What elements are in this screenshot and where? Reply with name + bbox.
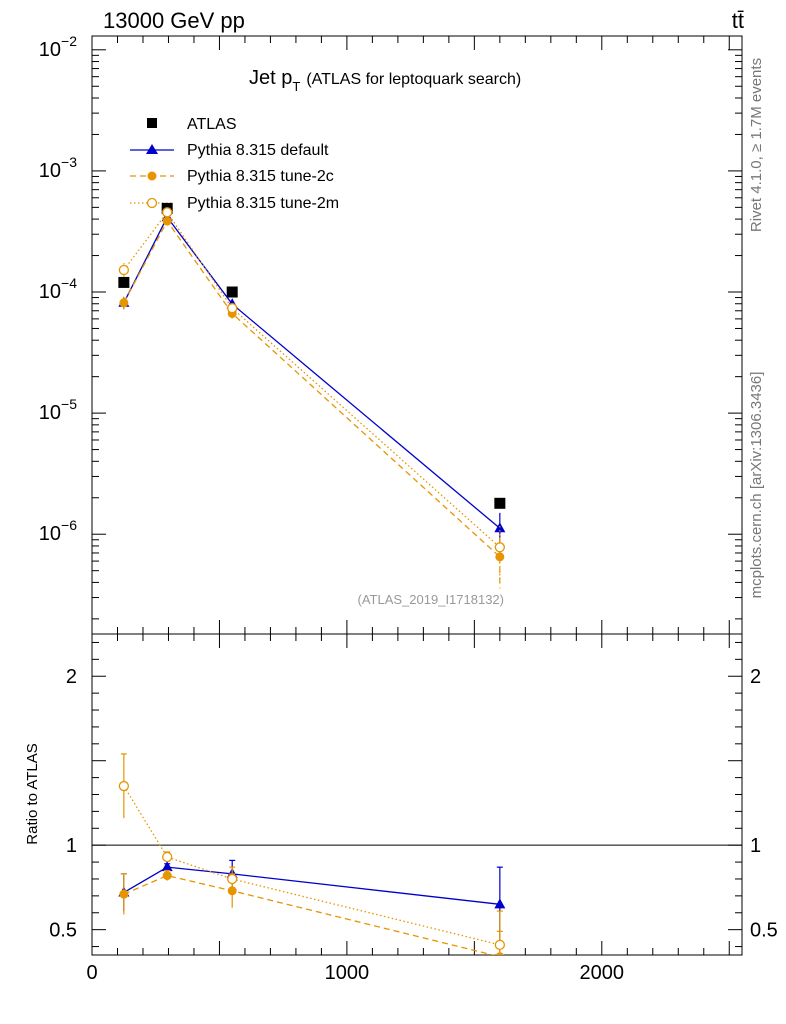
legend-marker-atlas: [147, 118, 157, 128]
main-point-pythia-8-315-tune-2c: [119, 298, 129, 308]
x-tick-label: 2000: [580, 962, 625, 984]
ratio-ytick-label-left: 0.5: [49, 920, 77, 942]
main-ytick-base: 10: [39, 281, 61, 303]
main-ytick-label: 10−5: [39, 396, 77, 424]
header-left: 13000 GeV pp: [103, 8, 245, 33]
legend-label-atlas: ATLAS: [187, 116, 237, 133]
main-line-pythia-8-315-tune-2c: [123, 219, 501, 558]
main-ytick-exp: −5: [61, 396, 77, 412]
ratio-panel-frame: [91, 633, 743, 956]
main-ytick-label: 10−4: [39, 275, 77, 303]
chart-title-main: Jet p: [249, 67, 292, 89]
ratio-line-pythia-8-315-tune-2c: [123, 874, 496, 955]
ratio-point-pythia-8-315-default: [161, 861, 173, 872]
main-series-layer: [118, 202, 506, 589]
main-ytick-exp: −6: [61, 517, 77, 533]
ratio-ytick-label-right: 2: [750, 666, 761, 688]
chart-title-sub: T: [292, 79, 300, 94]
legend-marker-tune2m: [146, 197, 158, 209]
main-ytick-base: 10: [39, 160, 61, 182]
main-ytick-base: 10: [39, 402, 61, 424]
x-tick-label: 0: [86, 962, 97, 984]
main-point-atlas: [118, 276, 130, 288]
main-ytick-base: 10: [39, 39, 61, 61]
main-point-atlas: [494, 497, 506, 509]
main-point-pythia-8-315-tune-2m: [227, 303, 238, 314]
main-ytick-exp: −2: [61, 33, 77, 49]
ratio-ytick-label-right: 0.5: [750, 920, 778, 942]
main-axis-ticks: 10−210−310−410−510−6: [39, 33, 742, 620]
ratio-point-pythia-8-315-tune-2m: [494, 939, 505, 951]
x-axis-ticks: 0 1000 2000: [86, 36, 730, 984]
ratio-point-pythia-8-315-default: [494, 898, 506, 909]
ratio-ytick-label-left: 2: [66, 666, 77, 688]
legend-label-tune2m: Pythia 8.315 tune-2m: [187, 195, 339, 212]
ratio-ylabel: Ratio to ATLAS: [24, 743, 41, 844]
ratio-ytick-label-left: 1: [66, 835, 77, 857]
side-label-bottom: mcplots.cern.ch [arXiv:1306.3436]: [748, 372, 765, 599]
side-label-top: Rivet 4.1.0, ≥ 1.7M events: [748, 58, 765, 232]
main-point-pythia-8-315-tune-2m: [118, 264, 130, 276]
ratio-line-pythia-8-315-tune-2m: [123, 785, 500, 946]
ratio-point-pythia-8-315-tune-2c: [162, 871, 172, 881]
legend-marker-default: [146, 144, 158, 154]
analysis-watermark: (ATLAS_2019_I1718132): [358, 592, 504, 607]
main-ytick-label: 10−2: [39, 33, 77, 61]
main-ytick-label: 10−6: [39, 517, 77, 545]
main-line-pythia-8-315-default: [123, 215, 501, 529]
ratio-line-pythia-8-315-default: [123, 866, 500, 905]
ratio-point-pythia-8-315-tune-2m: [118, 780, 130, 792]
chart-title-rest: (ATLAS for leptoquark search): [306, 71, 521, 88]
ratio-ytick-label-right: 1: [750, 835, 761, 857]
legend-label-tune2c: Pythia 8.315 tune-2c: [187, 168, 334, 185]
main-ytick-label: 10−3: [39, 154, 77, 182]
main-point-atlas: [226, 286, 238, 298]
legend-marker-tune2c: [147, 171, 157, 181]
main-point-pythia-8-315-tune-2m: [494, 542, 505, 553]
x-tick-label: 1000: [325, 962, 370, 984]
ratio-point-pythia-8-315-tune-2m: [227, 873, 238, 885]
main-point-pythia-8-315-tune-2c: [495, 552, 505, 562]
main-ytick-base: 10: [39, 523, 61, 545]
ratio-series-layer: [118, 753, 506, 955]
legend-label-default: Pythia 8.315 default: [187, 142, 329, 159]
main-ytick-exp: −4: [61, 275, 77, 291]
main-line-pythia-8-315-tune-2m: [123, 211, 501, 548]
chart-title: Jet pT (ATLAS for leptoquark search): [249, 67, 521, 94]
ratio-axis-ticks: 0.5 0.5 1 1 2 2: [49, 641, 778, 948]
legend: ATLAS Pythia 8.315 default Pythia 8.315 …: [130, 116, 339, 212]
main-point-pythia-8-315-tune-2m: [162, 207, 173, 218]
main-ytick-exp: −3: [61, 154, 77, 170]
main-point-pythia-8-315-tune-2c: [162, 216, 172, 226]
ratio-point-pythia-8-315-tune-2m: [162, 851, 173, 863]
ratio-point-pythia-8-315-tune-2c: [119, 889, 129, 899]
header-right: tt̄: [732, 8, 744, 33]
